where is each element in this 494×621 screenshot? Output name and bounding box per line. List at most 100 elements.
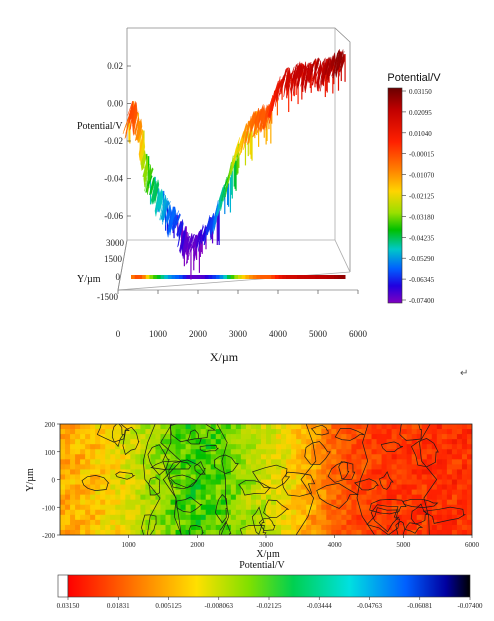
heatmap-cell — [401, 484, 408, 491]
heatmap-cell — [130, 524, 136, 531]
heatmap-cell — [200, 519, 207, 526]
y-tick-label: 0 — [116, 272, 121, 282]
heatmap-cell — [85, 509, 91, 516]
heatmap-cell — [130, 489, 136, 496]
heatmap-cell — [451, 514, 458, 521]
heatmap-cell — [195, 484, 202, 491]
heatmap-cell — [446, 454, 453, 460]
heatmap-cell — [461, 429, 468, 435]
heatmap-cell — [316, 459, 322, 465]
heatmap-cell — [255, 469, 262, 476]
heatmap-cell — [426, 459, 433, 465]
heatmap-cell — [155, 464, 162, 471]
heatmap-cell — [266, 489, 272, 496]
heatmap-cell — [175, 514, 182, 521]
heatmap-cell — [421, 469, 428, 476]
contour-line — [338, 461, 350, 480]
heatmap-cell — [426, 514, 433, 521]
heatmap-cell — [306, 449, 312, 455]
heatmap-cell — [456, 429, 463, 435]
heatmap-cell — [451, 449, 458, 455]
heatmap-cell — [175, 479, 182, 486]
heatmap-cell — [386, 439, 393, 445]
heatmap-cell — [210, 434, 217, 440]
surface-segment — [302, 67, 308, 87]
heatmap-cell — [391, 444, 398, 450]
heatmap-cell — [421, 499, 428, 506]
heatmap-cell — [65, 444, 71, 450]
heatmap-cell — [75, 459, 81, 465]
heatmap-cell — [431, 444, 438, 450]
heatmap-cell — [140, 484, 147, 491]
heatmap-cell — [80, 519, 86, 526]
heatmap-cell — [240, 499, 247, 506]
heatmap-cell — [341, 439, 347, 445]
heatmap-cell — [230, 519, 237, 526]
heatmap-cell — [165, 519, 172, 526]
heatmap-cell — [115, 479, 121, 486]
surface-profile — [122, 49, 346, 280]
heatmap-cell — [376, 464, 383, 471]
heatmap-cell — [276, 489, 282, 496]
heatmap-cell — [426, 499, 433, 506]
heatmap-cell — [180, 474, 187, 481]
heatmap-cell — [230, 449, 237, 455]
contour-line — [399, 424, 422, 441]
heatmap-cell — [401, 439, 408, 445]
heatmap-cell — [225, 499, 232, 506]
heatmap-cell — [296, 509, 302, 516]
heatmap-cell — [170, 504, 177, 511]
heatmap-cell — [205, 454, 212, 460]
heatmap-cell — [296, 459, 302, 465]
heatmap-cell — [381, 494, 388, 501]
heatmap-cell — [366, 424, 373, 430]
y-tick-label: 1500 — [104, 254, 123, 264]
heatmap-cell — [155, 474, 162, 481]
heatmap-cell — [85, 434, 91, 440]
heatmap-cell — [281, 524, 287, 531]
heatmap-cell — [336, 454, 342, 460]
heatmap-cell — [170, 454, 177, 460]
heatmap-cell — [140, 514, 147, 521]
heatmap-colorbar — [67, 574, 471, 598]
colorbar — [387, 87, 403, 304]
heatmap-cell — [456, 499, 463, 506]
heatmap-cell — [220, 494, 227, 501]
surface-segment — [313, 63, 319, 78]
heatmap-cell — [356, 469, 363, 476]
heatmap-cell — [436, 519, 443, 526]
heatmap-cell — [120, 494, 126, 501]
heatmap-cell — [291, 459, 297, 465]
contour-line — [395, 520, 406, 535]
heatmap-x-tick-label: 5000 — [396, 541, 411, 549]
heatmap-cell — [381, 429, 388, 435]
heatmap-cell — [456, 459, 463, 465]
heatmap-cell — [346, 499, 353, 506]
heatmap-cell — [115, 444, 121, 450]
heatmap-cell — [281, 529, 287, 535]
heatmap-cell — [436, 489, 443, 496]
heatmap-cell — [301, 489, 307, 496]
heatmap-cell — [120, 454, 126, 460]
heatmap-cell — [436, 459, 443, 465]
heatmap-cell — [120, 519, 126, 526]
heatmap-cell — [346, 474, 353, 481]
heatmap-cell — [401, 444, 408, 450]
heatmap-cell — [175, 519, 182, 526]
heatmap-cell — [110, 474, 116, 481]
heatmap-cell — [115, 449, 121, 455]
heatmap-cell — [125, 509, 131, 516]
heatmap-cell — [451, 509, 458, 516]
heatmap-cell — [105, 469, 111, 476]
heatmap-cell — [346, 424, 353, 430]
heatmap-cell — [205, 464, 212, 471]
heatmap-cell — [240, 429, 247, 435]
heatmap-cell — [135, 469, 141, 476]
heatmap-cell — [386, 529, 393, 535]
heatmap-cell — [155, 454, 162, 460]
heatmap-cell — [175, 469, 182, 476]
heatmap-cell — [80, 494, 86, 501]
heatmap-cell — [160, 454, 167, 460]
heatmap-cell — [326, 454, 332, 460]
heatmap-cell — [60, 444, 66, 450]
